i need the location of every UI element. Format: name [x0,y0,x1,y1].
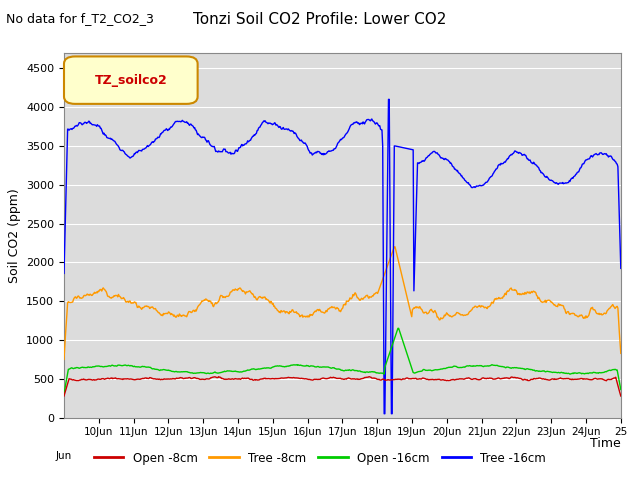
Text: TZ_soilco2: TZ_soilco2 [95,73,167,87]
Text: Time: Time [590,437,621,450]
Y-axis label: Soil CO2 (ppm): Soil CO2 (ppm) [8,188,20,283]
FancyBboxPatch shape [64,57,198,104]
Text: Tonzi Soil CO2 Profile: Lower CO2: Tonzi Soil CO2 Profile: Lower CO2 [193,12,447,27]
Text: Jun: Jun [56,451,72,461]
Legend: Open -8cm, Tree -8cm, Open -16cm, Tree -16cm: Open -8cm, Tree -8cm, Open -16cm, Tree -… [89,447,551,469]
Text: No data for f_T2_CO2_3: No data for f_T2_CO2_3 [6,12,154,25]
